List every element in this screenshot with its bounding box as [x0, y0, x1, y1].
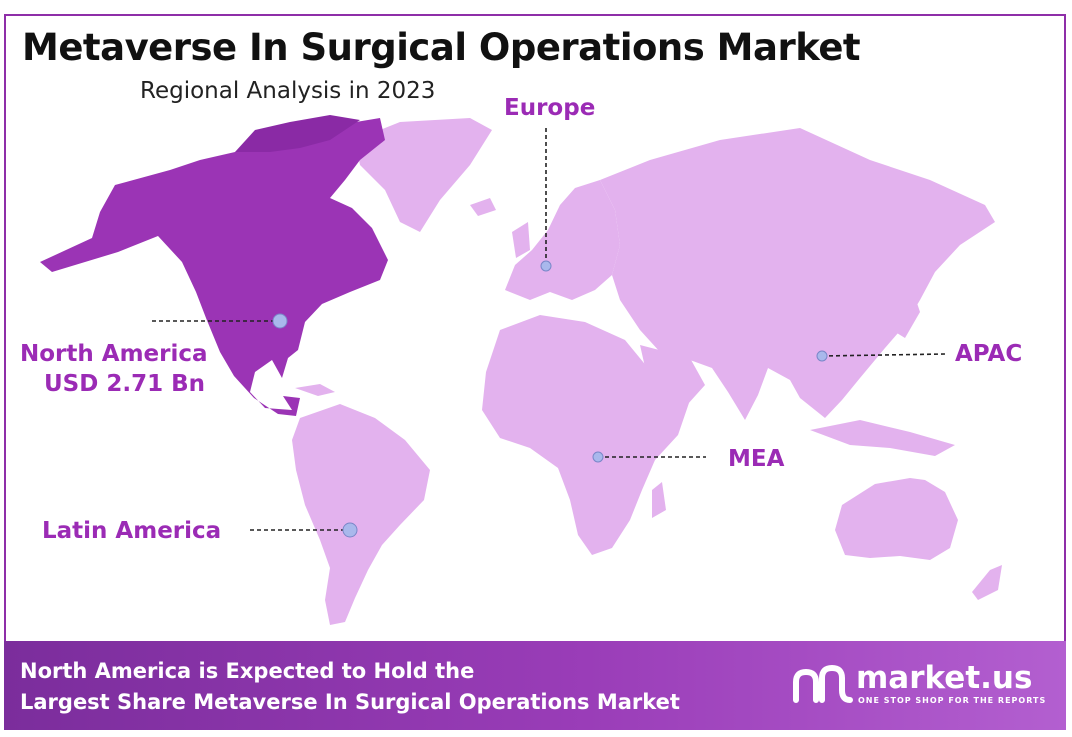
europe-label: Europe [504, 95, 596, 121]
uk-ireland [512, 222, 530, 258]
north-america-value: USD 2.71 Bn [44, 371, 205, 397]
brand-name: market.us [856, 660, 1033, 696]
se-asia-islands [810, 420, 955, 456]
latin-america-label: Latin America [42, 518, 222, 544]
apac-marker [816, 350, 828, 362]
asia [600, 128, 995, 420]
australia [835, 478, 958, 560]
europe-marker [540, 260, 552, 272]
south-america [292, 404, 430, 625]
north-america-label: North America [20, 341, 208, 367]
mea-label: MEA [728, 446, 785, 472]
new-zealand [972, 565, 1002, 600]
greenland [355, 118, 492, 232]
madagascar [652, 482, 666, 518]
japan [892, 288, 920, 338]
brand-tagline: ONE STOP SHOP FOR THE REPORTS [858, 696, 1047, 705]
north-america [40, 118, 388, 416]
page-subtitle: Regional Analysis in 2023 [140, 78, 436, 104]
footer-line-2: Largest Share Metaverse In Surgical Oper… [20, 690, 680, 714]
arctic-islands [235, 115, 360, 152]
caribbean [295, 384, 335, 396]
latin-america-marker [342, 522, 358, 538]
market-us-logo-icon [793, 664, 853, 703]
europe [505, 180, 620, 300]
footer-banner [4, 641, 1066, 730]
iceland [470, 198, 496, 216]
apac-label: APAC [955, 341, 1023, 367]
footer-line-1: North America is Expected to Hold the [20, 659, 475, 683]
mea-marker [592, 451, 604, 463]
north-america-marker [272, 313, 288, 329]
page-title: Metaverse In Surgical Operations Market [22, 26, 861, 69]
footer-text: North America is Expected to Hold the La… [20, 656, 680, 718]
africa [482, 315, 690, 555]
